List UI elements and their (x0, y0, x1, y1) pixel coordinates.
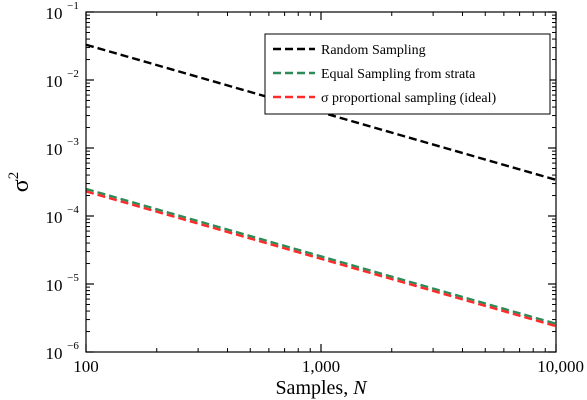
y-tick-exponent: −2 (67, 68, 79, 80)
legend-label-1: Equal Sampling from strata (321, 67, 476, 82)
y-tick-label: 10 (46, 140, 63, 159)
y-tick-exponent: −4 (67, 204, 79, 216)
legend-label-0: Random Sampling (321, 43, 426, 58)
labels-layer: 100 1,000 10,000 10 −6 10 −5 10 −4 10 −3 10 −2 10 −1 Sa… (6, 0, 584, 399)
x-tick-label: 100 (73, 357, 99, 376)
y-tick-exponent: −6 (67, 340, 79, 352)
y-tick-exponent: −1 (67, 0, 79, 12)
series-line-2 (86, 190, 556, 328)
y-tick-label: 10 (46, 276, 63, 295)
x-axis-label: Samples, N (275, 377, 368, 399)
y-tick-label: 10 (46, 72, 63, 91)
ticks-layer (85, 11, 557, 353)
x-tick-label: 10,000 (537, 357, 584, 376)
y-tick-exponent: −5 (67, 272, 79, 284)
y-tick-label: 10 (46, 208, 63, 227)
y-tick-exponent: −3 (67, 136, 79, 148)
legend: Random Sampling Equal Sampling from strat… (264, 33, 551, 115)
series-line-1 (86, 187, 556, 325)
y-tick-label: 10 (46, 344, 63, 363)
y-tick-label: 10 (46, 4, 63, 23)
y-axis-label: σ2 (6, 172, 34, 192)
legend-label-2: σ proportional sampling (ideal) (321, 91, 496, 106)
x-tick-label: 1,000 (302, 357, 340, 376)
